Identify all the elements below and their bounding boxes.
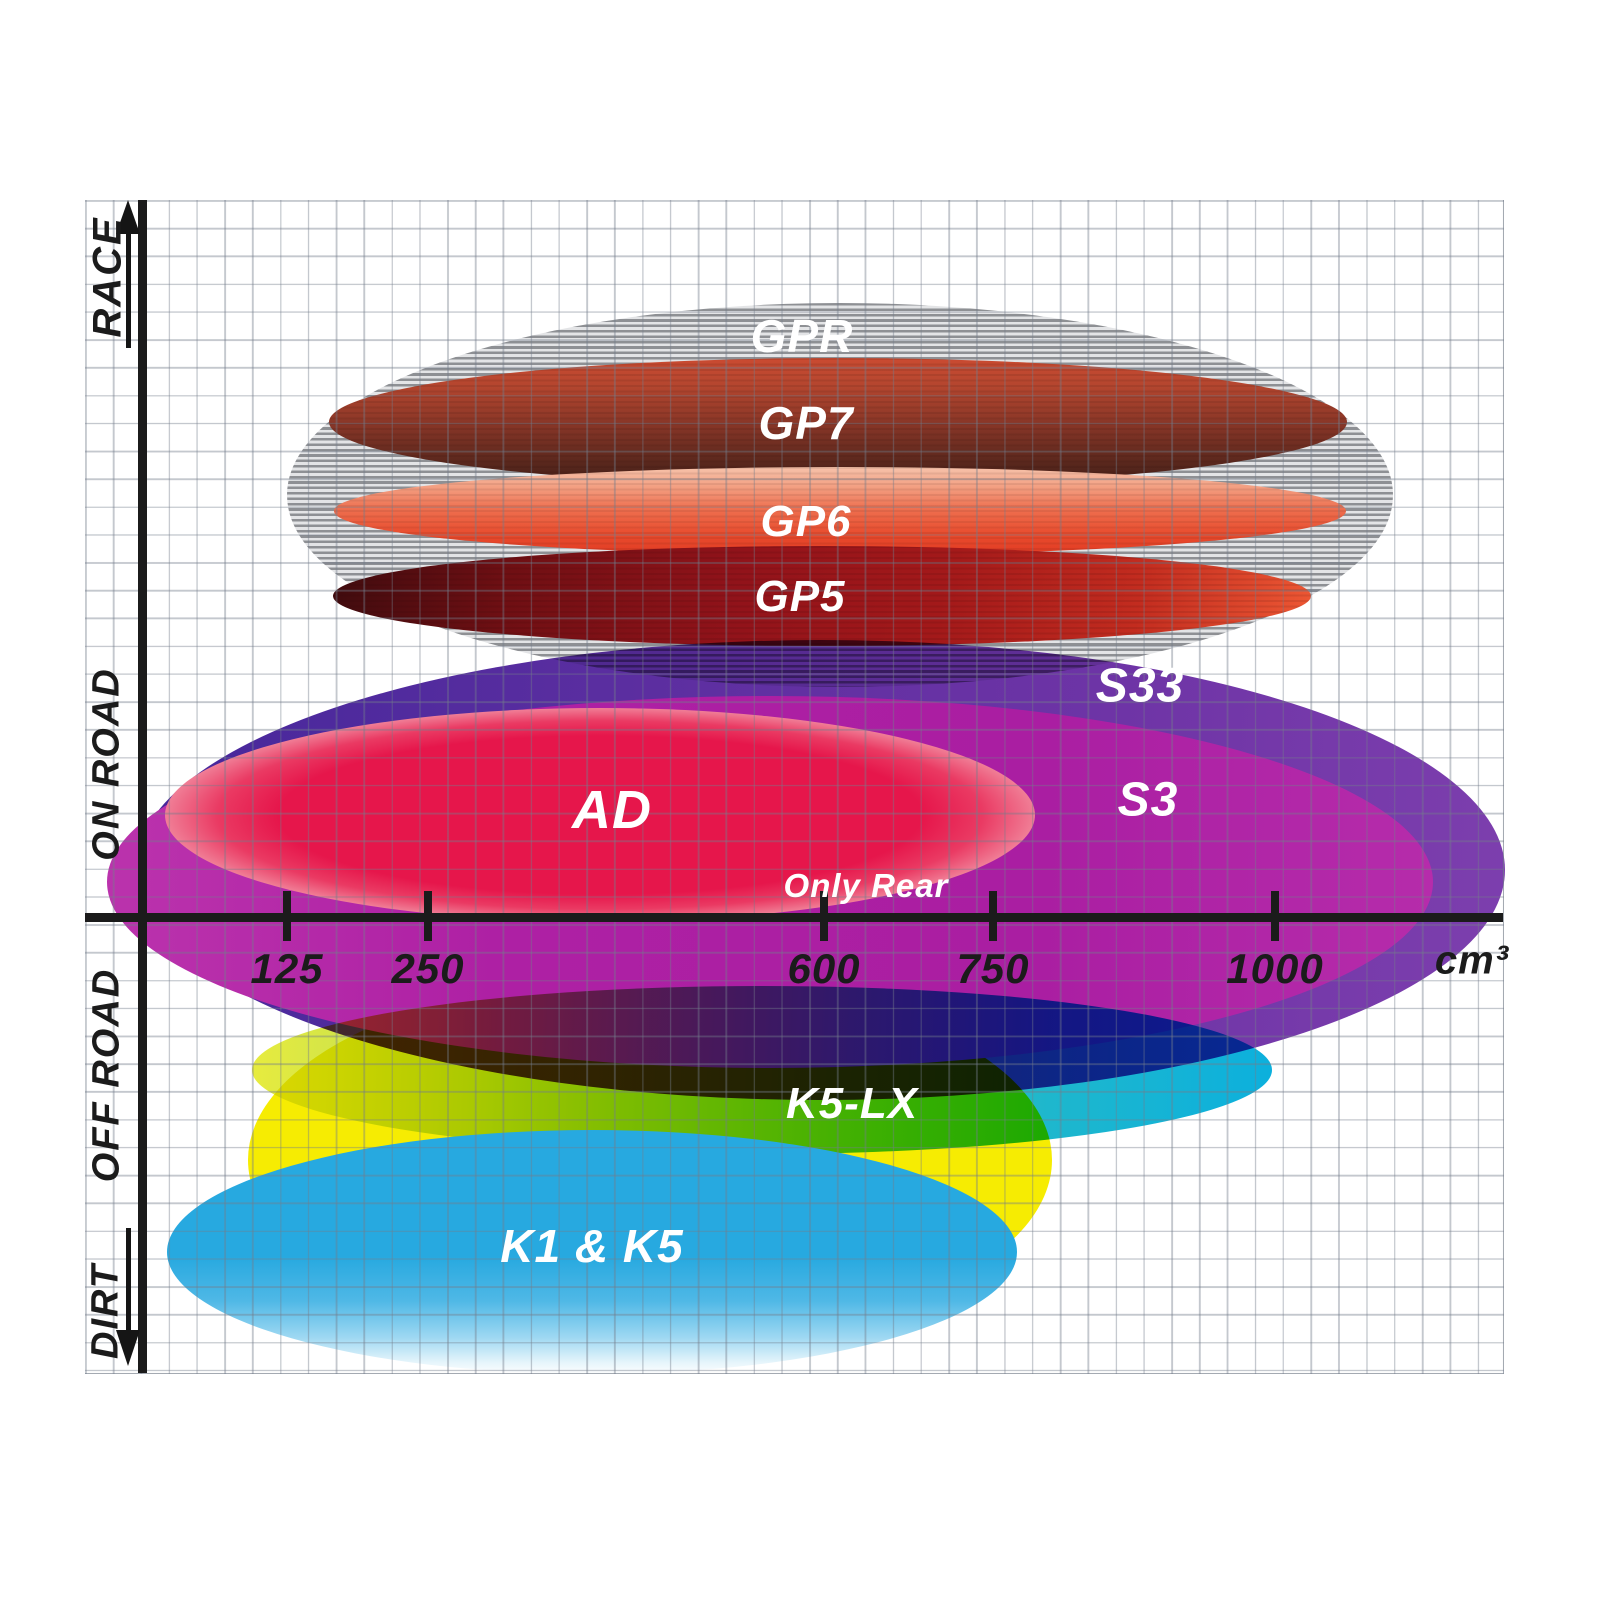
gp6-ellipse <box>334 467 1346 555</box>
k5lx-label: K5-LX <box>785 1079 919 1128</box>
y-label-race: RACE <box>85 216 130 338</box>
s33-label: S33 <box>1095 659 1185 713</box>
gp7-label: GP7 <box>758 397 854 449</box>
tick-600 <box>820 891 828 941</box>
k1k5-ellipse <box>167 1130 1017 1374</box>
tick-1000 <box>1271 891 1279 941</box>
gp5-label: GP5 <box>754 572 846 621</box>
gp5-ellipse <box>333 546 1311 646</box>
dirt-arrow-icon <box>126 1228 131 1332</box>
tick-label-250: 250 <box>391 945 465 992</box>
s3-label: S3 <box>1117 773 1179 827</box>
tick-label-750: 750 <box>956 945 1030 992</box>
gpr-label: GPR <box>750 310 854 362</box>
tick-label-125: 125 <box>250 945 324 992</box>
y-label-off-road: OFF ROAD <box>85 967 128 1183</box>
tick-750 <box>989 891 997 941</box>
race-arrow-icon <box>126 232 131 348</box>
x-axis-unit-label: cm³ <box>1434 938 1510 983</box>
y-label-dirt: DIRT <box>84 1263 127 1359</box>
tick-label-600: 600 <box>787 945 861 992</box>
race-arrowhead-icon <box>116 200 140 234</box>
k5lx-ellipse <box>252 986 1272 1154</box>
tick-250 <box>424 891 432 941</box>
ad-label: AD <box>572 780 652 840</box>
only-rear-label: Only Rear <box>783 867 949 904</box>
ad-ellipse <box>165 708 1035 922</box>
dirt-arrowhead-icon <box>116 1330 140 1366</box>
y-label-on-road: ON ROAD <box>85 667 128 861</box>
x-axis-line <box>85 913 1503 922</box>
k1k5-label: K1 & K5 <box>500 1220 684 1272</box>
tick-125 <box>283 891 291 941</box>
gp7-ellipse <box>329 358 1347 486</box>
tick-label-1000: 1000 <box>1226 945 1324 992</box>
y-axis-line <box>138 200 147 1373</box>
gp6-label: GP6 <box>760 497 852 546</box>
